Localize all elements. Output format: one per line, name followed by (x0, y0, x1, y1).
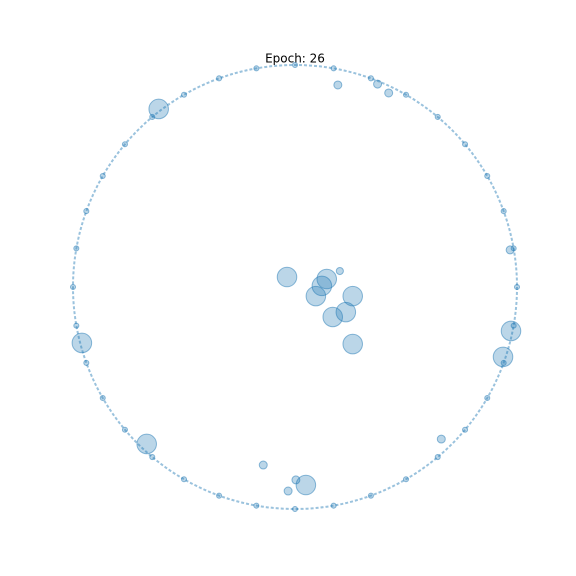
point (83, 359, 90, 366)
point (462, 141, 469, 148)
point (367, 492, 374, 499)
point (367, 75, 374, 82)
point (484, 172, 491, 180)
point (121, 141, 128, 148)
point (283, 486, 293, 496)
point (513, 283, 521, 291)
point (322, 306, 344, 328)
point (148, 98, 169, 120)
point (330, 502, 337, 509)
point (434, 113, 441, 120)
point (216, 492, 223, 499)
point (99, 394, 106, 402)
point (335, 266, 344, 276)
point (295, 474, 317, 496)
point (71, 332, 93, 354)
point (291, 61, 299, 69)
ring (72, 64, 518, 510)
point (384, 88, 394, 98)
point (436, 434, 446, 444)
point (402, 476, 410, 483)
point (484, 394, 491, 402)
point (311, 275, 333, 297)
point (510, 322, 517, 329)
point (335, 301, 357, 323)
point (330, 65, 337, 72)
point (492, 346, 514, 368)
point (121, 426, 128, 433)
point (149, 454, 156, 461)
point (462, 426, 469, 433)
point (291, 475, 301, 485)
point (500, 359, 507, 366)
point (180, 91, 188, 98)
point (180, 476, 188, 483)
point (305, 285, 327, 307)
point (373, 79, 383, 89)
point (253, 65, 260, 72)
point (69, 283, 77, 291)
point (291, 505, 299, 513)
point (402, 91, 410, 98)
point (136, 433, 157, 455)
point (216, 75, 223, 82)
point (276, 266, 298, 288)
point (258, 460, 268, 470)
point (83, 208, 90, 215)
point (73, 322, 80, 329)
point (434, 454, 441, 461)
point (500, 320, 522, 342)
point (500, 208, 507, 215)
point (342, 285, 363, 307)
point (253, 502, 260, 509)
point (333, 80, 343, 90)
chart-title: Epoch: 26 (265, 52, 325, 66)
point (73, 245, 80, 252)
point (99, 172, 106, 180)
point (342, 333, 363, 355)
point (505, 245, 515, 255)
